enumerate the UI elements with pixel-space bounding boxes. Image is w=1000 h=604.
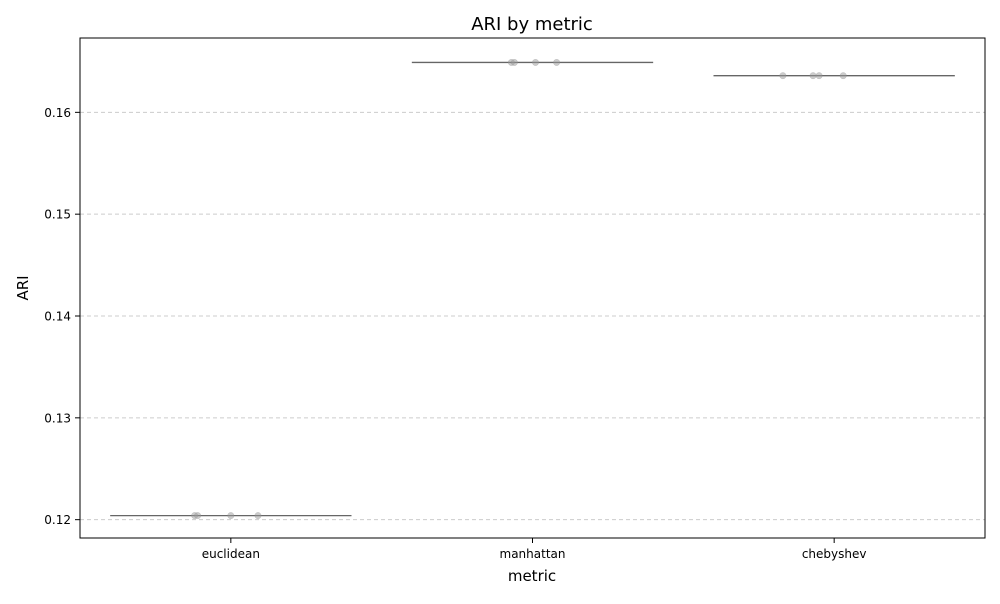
data-point xyxy=(510,58,518,66)
x-tick-label: chebyshev xyxy=(802,547,867,561)
plot-frame xyxy=(79,37,986,539)
x-axis-label: metric xyxy=(508,567,556,585)
data-point xyxy=(779,72,787,80)
y-tick-label: 0.14 xyxy=(44,310,71,324)
data-point xyxy=(553,58,561,66)
data-point xyxy=(839,72,847,80)
y-axis-ticks: 0.12 0.13 0.14 0.15 0.16 xyxy=(44,106,80,527)
y-axis-label: ARI xyxy=(14,275,32,300)
data-point xyxy=(809,72,817,80)
y-tick-label: 0.13 xyxy=(44,411,71,425)
x-axis-ticks: euclidean manhattan chebyshev xyxy=(202,538,867,561)
x-tick-label: euclidean xyxy=(202,547,260,561)
data-point xyxy=(194,512,202,520)
y-tick-label: 0.15 xyxy=(44,208,71,222)
y-tick-label: 0.12 xyxy=(44,513,71,527)
data-point xyxy=(532,58,539,66)
data-point xyxy=(254,512,262,520)
y-tick-label: 0.16 xyxy=(44,106,71,120)
x-tick-label: manhattan xyxy=(500,547,566,561)
data-point xyxy=(227,512,235,520)
data-points xyxy=(191,58,847,520)
median-lines xyxy=(110,61,955,517)
data-point xyxy=(815,72,823,80)
grid-lines xyxy=(80,111,985,521)
chart-title: ARI by metric xyxy=(471,14,593,35)
